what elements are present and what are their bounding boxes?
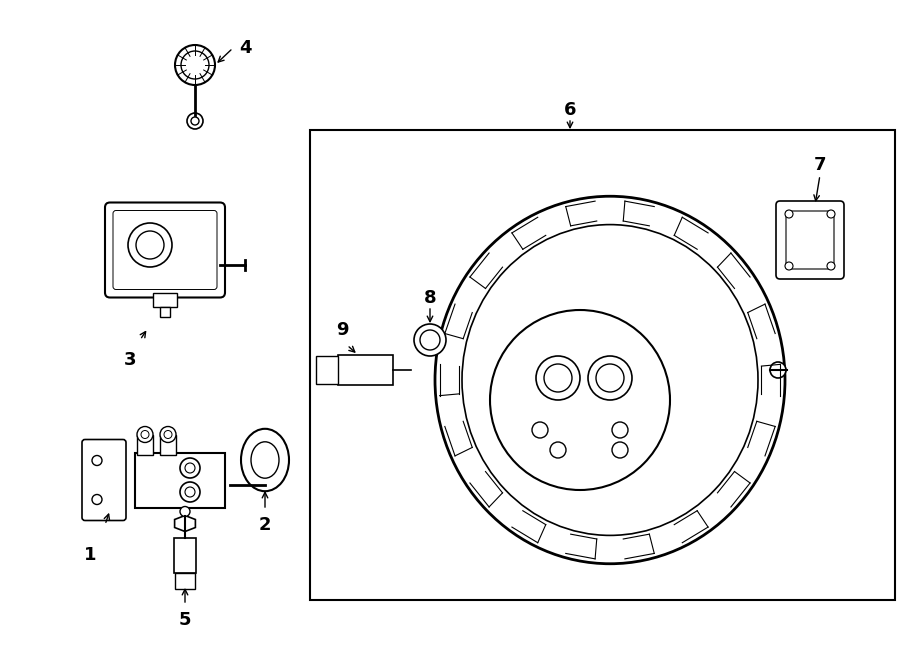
Circle shape (137, 426, 153, 442)
FancyBboxPatch shape (786, 211, 834, 269)
Circle shape (785, 262, 793, 270)
Circle shape (588, 356, 632, 400)
Circle shape (536, 356, 580, 400)
Circle shape (827, 210, 835, 218)
FancyBboxPatch shape (82, 440, 126, 520)
Circle shape (612, 422, 628, 438)
Text: 2: 2 (259, 516, 271, 534)
FancyBboxPatch shape (776, 201, 844, 279)
Circle shape (128, 223, 172, 267)
Circle shape (181, 51, 209, 79)
Circle shape (92, 494, 102, 504)
Bar (175, 572, 195, 588)
Circle shape (92, 455, 102, 465)
Circle shape (185, 463, 195, 473)
Text: 7: 7 (814, 156, 826, 174)
Circle shape (185, 487, 195, 497)
Circle shape (785, 210, 793, 218)
Ellipse shape (241, 429, 289, 491)
Circle shape (136, 231, 164, 259)
Circle shape (827, 262, 835, 270)
Circle shape (187, 113, 203, 129)
Bar (137, 434, 153, 455)
Bar (135, 453, 225, 508)
Circle shape (328, 358, 337, 366)
Text: 6: 6 (563, 101, 576, 119)
Text: 3: 3 (124, 351, 136, 369)
Circle shape (532, 422, 548, 438)
Circle shape (160, 426, 176, 442)
Circle shape (180, 458, 200, 478)
Bar (310, 130, 895, 600)
Circle shape (596, 364, 624, 392)
Circle shape (191, 117, 199, 125)
Circle shape (141, 430, 149, 438)
Bar (160, 434, 176, 455)
Circle shape (770, 362, 786, 378)
Circle shape (414, 324, 446, 356)
Bar (316, 356, 338, 384)
Circle shape (328, 366, 337, 374)
Circle shape (420, 330, 440, 350)
Circle shape (328, 374, 337, 382)
Text: 9: 9 (336, 321, 348, 339)
Circle shape (490, 310, 670, 490)
Text: 8: 8 (424, 289, 436, 307)
Circle shape (544, 364, 572, 392)
Circle shape (612, 442, 628, 458)
Ellipse shape (435, 196, 785, 564)
Ellipse shape (462, 225, 758, 535)
Circle shape (180, 506, 190, 516)
Text: 1: 1 (84, 546, 96, 564)
Bar (153, 293, 177, 307)
Text: 5: 5 (179, 611, 191, 629)
Circle shape (175, 45, 215, 85)
Text: 4: 4 (238, 39, 251, 57)
Bar (338, 355, 392, 385)
Bar (174, 537, 196, 572)
Circle shape (550, 442, 566, 458)
Circle shape (180, 482, 200, 502)
Bar (160, 307, 170, 317)
Circle shape (164, 430, 172, 438)
Ellipse shape (251, 442, 279, 478)
FancyBboxPatch shape (105, 202, 225, 297)
Polygon shape (175, 516, 195, 531)
